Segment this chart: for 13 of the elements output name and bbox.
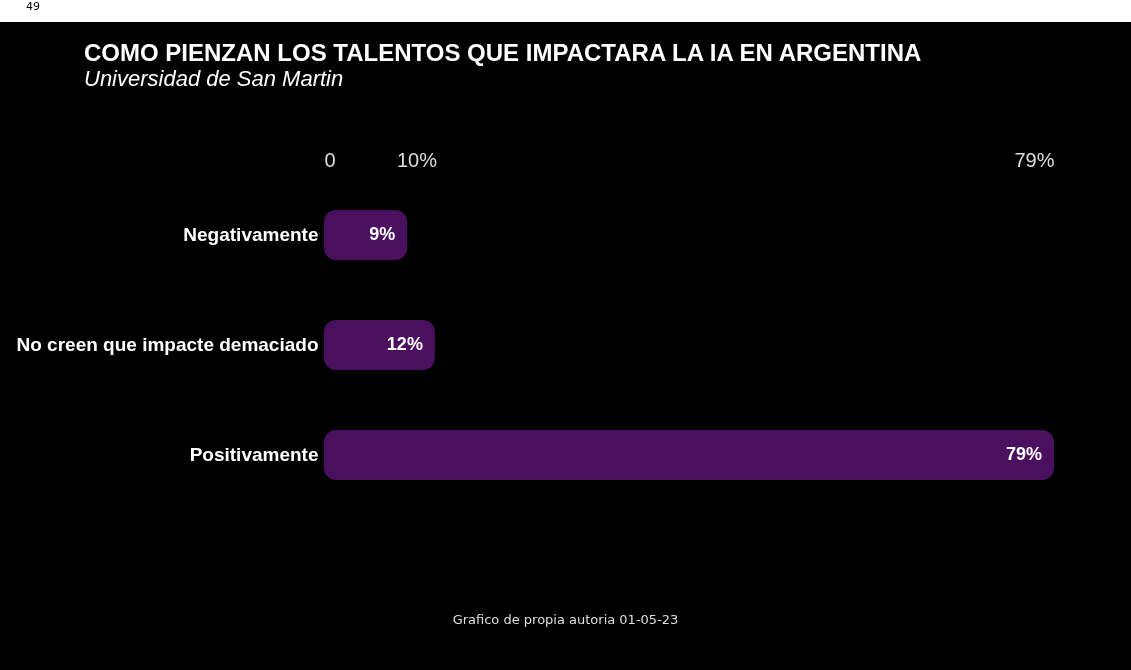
data-label: 9% [369,224,396,244]
x-tick-label: 10% [396,148,438,171]
chart-subtitle: Universidad de San Martin [84,66,344,91]
text: 49 [25,0,41,15]
y-tick-label: Negativamente [183,224,319,245]
data-label: 12% [386,334,423,354]
y-tick-label: Positivamente [189,444,319,465]
x-tick-label: 79% [1014,148,1055,171]
data-label: 79% [1005,444,1042,464]
text: Grafico de propia autoria 01-05-23 [451,612,680,627]
x-tick-label: 0 [324,148,336,171]
chart-title: COMO PIENZAN LOS TALENTOS QUE IMPACTARA LA IA EN ARGENTINA [84,39,922,66]
y-tick-label: No creen que impacte demaciado [16,334,319,355]
